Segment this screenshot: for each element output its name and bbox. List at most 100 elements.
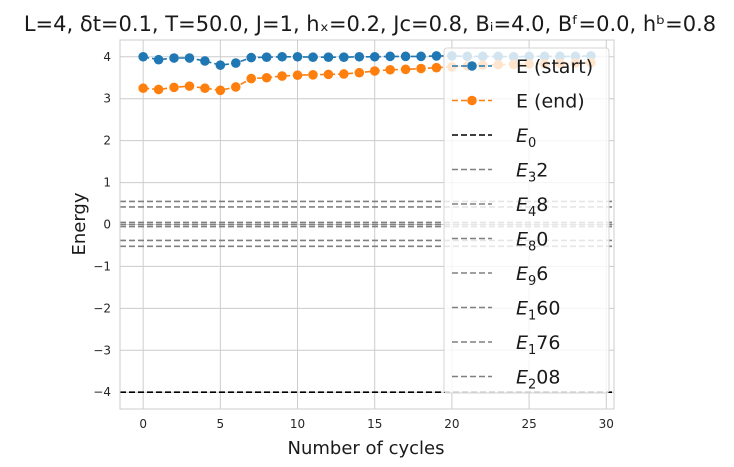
legend-subscript: 2 [528,378,536,393]
data-point [339,52,349,62]
data-point [169,82,179,93]
x-tick-label: 25 [521,417,536,431]
legend-label: E160 [516,298,560,324]
y-tick-label: −3 [93,343,111,357]
x-tick-label: 20 [444,417,459,431]
data-point [169,53,179,63]
data-point [261,52,272,62]
data-point [184,53,195,63]
legend-subscript: 9 [528,274,536,289]
legend-suffix: 2 [536,160,548,182]
data-point [277,51,287,62]
x-tick-label: 10 [290,417,305,431]
data-point [215,85,226,96]
legend-symbol: E [516,367,528,389]
data-point [400,64,411,75]
y-tick-label: −2 [93,301,111,315]
data-point [308,52,318,62]
data-point [261,72,272,83]
legend-label: E176 [516,332,560,358]
legend-subscript: 1 [528,309,536,324]
legend-suffix: 60 [536,298,560,320]
legend-label: E (end) [516,91,585,113]
legend-suffix: 08 [536,367,560,389]
data-point [215,60,226,70]
y-tick-label: 1 [103,176,111,190]
x-tick-label: 0 [139,417,147,431]
data-point [153,84,164,95]
legend-suffix: 76 [536,332,560,354]
data-point [153,54,164,65]
data-point [323,52,334,62]
legend-swatch-marker [467,61,477,71]
chart-title: L=4, δt=0.1, T=50.0, J=1, hₓ=0.2, Jᴄ=0.8… [24,12,716,36]
data-point [416,51,426,62]
y-tick-label: 3 [103,92,111,106]
data-point [323,69,334,80]
legend-symbol: E [516,263,528,285]
legend-symbol: E [516,298,528,320]
data-point [354,51,365,62]
legend-suffix: 8 [536,194,548,216]
data-point [246,73,257,84]
x-tick-label: 30 [599,417,614,431]
legend-label: E32 [516,160,548,186]
legend-swatch-marker [467,95,477,106]
legend-suffix: 6 [536,263,548,285]
data-point [339,69,349,79]
data-point [308,70,318,80]
legend-label: E (start) [516,56,593,78]
data-point [230,82,241,92]
data-point [369,51,380,62]
legend-suffix: 0 [536,229,548,251]
y-tick-label: −1 [93,259,111,273]
data-point [431,62,442,73]
data-point [200,83,210,94]
legend-subscript: 1 [528,343,536,358]
legend-label: E80 [516,229,548,255]
data-point [200,56,210,66]
data-point [400,51,411,62]
data-point [369,66,380,76]
y-tick-label: −4 [93,385,111,399]
legend-label: E96 [516,263,548,289]
legend-label: E208 [516,367,560,393]
x-tick-label: 5 [217,417,225,431]
y-tick-label: 2 [103,134,111,148]
legend-symbol: E [516,160,528,182]
data-point [277,71,287,81]
data-point [292,51,303,62]
data-point [292,70,303,81]
data-point [184,81,195,91]
data-point [385,64,395,75]
legend-symbol: E [516,229,528,251]
data-point [246,52,257,63]
legend-box [443,47,610,394]
legend-label: E0 [516,125,536,151]
data-point [230,58,241,68]
legend-subscript: 8 [528,240,536,255]
data-point [431,51,442,61]
y-tick-label: 4 [103,50,111,64]
y-axis-label: Energy [69,192,90,255]
plot-frame [119,39,615,410]
legend-symbol: E [516,194,528,216]
y-tick-label: 0 [103,218,111,232]
legend-symbol: E [516,332,528,354]
data-point [385,51,395,62]
x-tick-label: 15 [367,417,382,431]
legend-label: E48 [516,194,548,220]
legend-subscript: 4 [528,205,536,220]
x-axis-label: Number of cycles [288,438,445,459]
x-axis: 0 5 10 15 20 25 30 [139,417,614,431]
legend-subscript: 0 [528,136,536,151]
data-point [138,83,148,94]
data-point [354,67,365,78]
legend: E (start)E (end)E0E32E48E80E96E160E176E2… [443,47,610,394]
legend-symbol: E [516,125,528,147]
data-point [416,63,426,74]
y-axis: −4 −3 −2 −1 0 1 2 3 4 [93,50,111,399]
legend-subscript: 3 [528,171,536,186]
data-point [138,51,148,62]
